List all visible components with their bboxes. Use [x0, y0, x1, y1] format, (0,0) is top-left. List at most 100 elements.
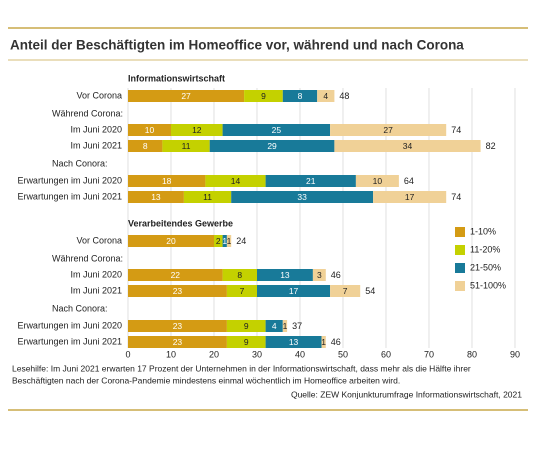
bar-segment: [226, 285, 257, 297]
legend-swatch: [455, 245, 465, 255]
bar-segment: [226, 235, 232, 247]
x-tick-label: 60: [381, 349, 391, 359]
segment-label: 8: [237, 270, 242, 280]
bar-segment: [171, 124, 223, 136]
bar-segment: [265, 320, 283, 332]
segment-label: 1: [283, 321, 288, 331]
segment-label: 2: [216, 236, 221, 246]
segment-label: 10: [373, 176, 383, 186]
segment-label: 1: [222, 236, 227, 246]
legend-label: 21-50%: [470, 262, 501, 272]
segment-label: 22: [171, 270, 181, 280]
bar-segment: [317, 90, 335, 102]
bar-segment: [128, 140, 163, 152]
total-label: 48: [339, 91, 349, 101]
segment-label: 18: [162, 176, 172, 186]
x-tick-label: 90: [510, 349, 520, 359]
row-label: Im Juni 2020: [70, 124, 122, 134]
segment-label: 4: [323, 91, 328, 101]
x-tick-label: 10: [166, 349, 176, 359]
bar-segment: [282, 90, 318, 102]
row-label: Im Juni 2021: [70, 140, 122, 150]
segment-label: 9: [261, 91, 266, 101]
total-label: 37: [292, 321, 302, 331]
segment-label: 23: [173, 337, 183, 347]
bar-segment: [257, 269, 313, 281]
segment-label: 33: [297, 192, 307, 202]
total-label: 74: [451, 125, 461, 135]
bar-segment: [321, 336, 326, 348]
bar-segment: [334, 140, 481, 152]
bar-segment: [128, 336, 227, 348]
total-label: 82: [486, 141, 496, 151]
segment-label: 34: [403, 141, 413, 151]
row-label: Vor Corona: [76, 235, 122, 245]
bar-segment: [162, 140, 210, 152]
x-tick-label: 20: [209, 349, 219, 359]
segment-label: 23: [173, 286, 183, 296]
segment-label: 7: [240, 286, 245, 296]
segment-label: 4: [272, 321, 277, 331]
bar-segment: [205, 175, 266, 187]
subhead: Nach Conora:: [52, 303, 108, 313]
bar-segment: [222, 124, 331, 136]
segment-label: 9: [244, 321, 249, 331]
segment-label: 13: [289, 337, 299, 347]
segment-label: 13: [280, 270, 290, 280]
x-tick-label: 50: [338, 349, 348, 359]
bar-segment: [244, 90, 283, 102]
segment-label: 14: [231, 176, 241, 186]
segment-label: 11: [182, 141, 191, 151]
segment-label: 8: [143, 141, 148, 151]
legend-label: 51-100%: [470, 280, 506, 290]
bar-segment: [222, 269, 257, 281]
segment-label: 1: [321, 337, 326, 347]
legend-label: 11-20%: [470, 244, 500, 254]
segment-label: 23: [173, 321, 183, 331]
bar-segment: [330, 124, 447, 136]
bar-segment: [128, 320, 227, 332]
segment-label: 7: [343, 286, 348, 296]
bar-segment: [312, 269, 326, 281]
bar-segment: [231, 191, 374, 203]
segment-label: 1: [227, 236, 232, 246]
segment-label: 3: [317, 270, 322, 280]
legend-swatch: [455, 263, 465, 273]
bar-segment: [128, 175, 206, 187]
total-label: 74: [451, 192, 461, 202]
subhead: Während Corona:: [52, 108, 123, 118]
total-label: 46: [331, 270, 341, 280]
bar-segment: [226, 336, 266, 348]
x-tick-label: 70: [424, 349, 434, 359]
segment-label: 8: [298, 91, 303, 101]
segment-label: 29: [267, 141, 277, 151]
subhead: Während Corona:: [52, 253, 123, 263]
x-tick-label: 30: [252, 349, 262, 359]
segment-label: 11: [203, 192, 212, 202]
bar-segment: [128, 191, 184, 203]
bar-segment: [128, 90, 245, 102]
chart-title: Anteil der Beschäftigten im Homeoffice v…: [10, 38, 464, 53]
segment-label: 21: [306, 176, 316, 186]
bar-segment: [330, 285, 361, 297]
x-tick-label: 0: [125, 349, 130, 359]
segment-label: 25: [272, 125, 282, 135]
bar-segment: [257, 285, 331, 297]
bar-segment: [128, 235, 214, 247]
row-label: Erwartungen im Juni 2021: [17, 191, 122, 201]
bar-segment: [128, 285, 227, 297]
x-tick-label: 40: [295, 349, 305, 359]
segment-label: 20: [166, 236, 176, 246]
bar-segment: [265, 175, 356, 187]
row-label: Erwartungen im Juni 2020: [17, 320, 122, 330]
total-label: 46: [331, 337, 341, 347]
total-label: 64: [404, 176, 414, 186]
bar-segment: [209, 140, 335, 152]
subhead: Nach Conora:: [52, 158, 108, 168]
segment-label: 17: [405, 192, 415, 202]
legend-label: 1-10%: [470, 226, 496, 236]
row-label: Im Juni 2021: [70, 285, 122, 295]
panel-title: Verarbeitendes Gewerbe: [128, 218, 233, 228]
note: Lesehilfe: Im Juni 2021 erwarten 17 Proz…: [12, 363, 471, 373]
bar-segment: [226, 320, 266, 332]
